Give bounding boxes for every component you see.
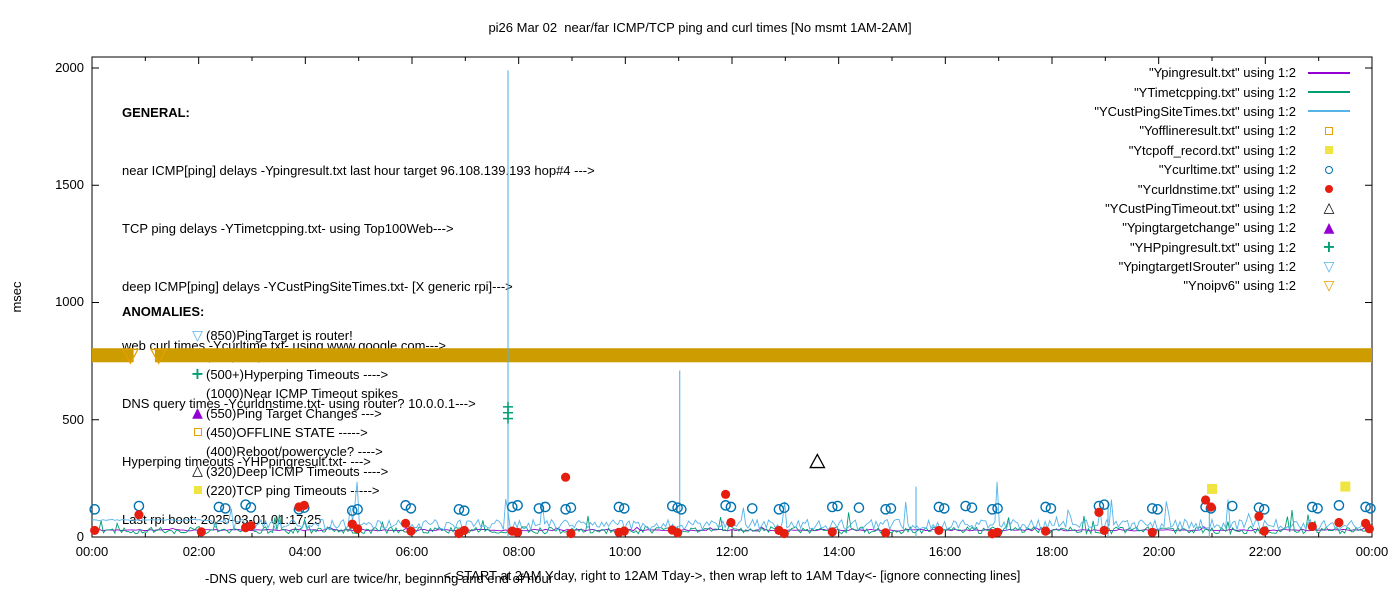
x-tick-label: 20:00 [1142,544,1176,559]
legend: "Ypingresult.txt" using 1:2 "YTimetcppin… [1094,63,1356,296]
legend-label: "YCustPingTimeout.txt" using 1:2 [1105,200,1296,216]
y-tick-label: 1000 [55,294,84,309]
legend-item: "Ypingresult.txt" using 1:2 [1094,63,1356,82]
legend-label: "YpingtargetISrouter" using 1:2 [1118,259,1296,275]
triangle-down-open-icon: ▽ [1323,258,1335,275]
annotation-line: TCP ping delays -YTimetcpping.txt- using… [122,221,454,237]
anomaly-label: (320)Deep ICMP Timeouts ----> [206,463,389,479]
circle-filled-icon [1302,185,1356,194]
triangle-up-filled-icon: ▲ [1323,219,1335,236]
anomaly-item: (1000)Near ICMP Timeout spikes [189,384,398,403]
x-tick-label: 06:00 [395,544,429,559]
square-filled-icon [1302,146,1356,155]
annotation-line: Last rpi boot: 2025-03-01 01:17:25 [122,512,322,528]
triangle-up-open-icon: △ [1323,200,1335,217]
general-heading: GENERAL: [122,104,190,120]
legend-item: "Ypingtargetchange" using 1:2 ▲ [1094,218,1356,237]
x-tick-label: 14:00 [822,544,856,559]
triangle-down-open-icon: ▽ [1323,277,1335,294]
legend-item: "YHPpingresult.txt" using 1:2 + [1094,238,1356,257]
y-tick-label: 500 [62,412,84,427]
legend-label: "Ypingtargetchange" using 1:2 [1122,220,1296,236]
anomaly-item: ▽ (850)PingTarget is router! [189,326,398,345]
y-tick-label: 1500 [55,177,84,192]
x-axis-label: <-START at 2AM Yday, right to 12AM Tday-… [443,568,1021,583]
annotation-line: deep ICMP[ping] delays -YCustPingSiteTim… [122,279,513,295]
line-sample-icon [1302,71,1356,74]
anomaly-item: (400)Reboot/powercycle? ----> [189,442,398,461]
square-filled-icon [189,486,206,495]
y-tick-label: 0 [76,529,84,544]
x-tick-label: 00:00 [75,544,109,559]
anomaly-label: (220)TCP ping Timeouts -----> [206,482,380,498]
anomaly-label: (450)OFFLINE STATE -----> [206,424,368,440]
anomaly-item: ▲ (550)Ping Target Changes ---> [189,403,398,422]
legend-label: "Yofflineresult.txt" using 1:2 [1139,123,1296,139]
y-axis-label: msec [9,281,24,313]
legend-item: "Ycurltime.txt" using 1:2 [1094,160,1356,179]
triangle-up-open-icon: △ [192,463,203,480]
y-tick-label: 2000 [55,60,84,75]
anomaly-label: (1000)Near ICMP Timeout spikes [206,386,398,402]
anomalies-heading: ANOMALIES: [122,304,205,319]
legend-item: "Yofflineresult.txt" using 1:2 [1094,121,1356,140]
plus-icon: + [190,364,205,384]
anomaly-label: (850)PingTarget is router! [206,328,353,344]
chart-title: pi26 Mar 02 near/far ICMP/TCP ping and c… [488,20,912,35]
legend-label: "YCustPingSiteTimes.txt" using 1:2 [1094,103,1296,119]
x-tick-label: 04:00 [288,544,322,559]
triangle-down-icon: ▽ [192,347,203,364]
x-tick-label: 22:00 [1248,544,1282,559]
triangle-up-filled-icon: ▲ [192,405,203,422]
legend-label: "Ypingresult.txt" using 1:2 [1148,65,1296,81]
anomaly-item: (450)OFFLINE STATE -----> [189,423,398,442]
square-open-icon [189,428,206,437]
legend-item: "Ynoipv6" using 1:2 ▽ [1094,276,1356,295]
anomaly-item: ▽ (735)no ipv6 ----> [189,345,398,364]
line-sample-icon [1302,110,1356,113]
plus-icon: + [1322,237,1336,257]
legend-label: "Ynoipv6" using 1:2 [1183,278,1296,294]
legend-label: "YHPpingresult.txt" using 1:2 [1129,239,1296,255]
legend-item: "YCustPingTimeout.txt" using 1:2 △ [1094,199,1356,218]
legend-item: "YTimetcpping.txt" using 1:2 [1094,82,1356,101]
legend-item: "Ytcpoff_record.txt" using 1:2 [1094,141,1356,160]
triangle-down-icon: ▽ [192,327,203,344]
anomaly-item: △ (320)Deep ICMP Timeouts ----> [189,461,398,480]
annotation-line: near ICMP[ping] delays -Ypingresult.txt … [122,163,595,179]
x-tick-label: 08:00 [502,544,536,559]
anomalies-list: ▽ (850)PingTarget is router! ▽ (735)no ipv… [189,326,398,500]
x-tick-label: 02:00 [182,544,216,559]
legend-item: "YCustPingSiteTimes.txt" using 1:2 [1094,102,1356,121]
anomaly-label: (550)Ping Target Changes ---> [206,405,382,421]
square-open-icon [1302,126,1356,135]
x-tick-label: 18:00 [1035,544,1069,559]
annotation-line: -DNS query, web curl are twice/hr, begin… [205,570,554,586]
anomaly-item: + (500+)Hyperping Timeouts ----> [189,365,398,384]
x-tick-label: 00:00 [1355,544,1389,559]
anomaly-label: (500+)Hyperping Timeouts ----> [206,366,389,382]
legend-label: "YTimetcpping.txt" using 1:2 [1134,84,1296,100]
legend-label: "Ytcpoff_record.txt" using 1:2 [1128,142,1296,158]
legend-label: "Ycurltime.txt" using 1:2 [1158,162,1296,178]
x-tick-label: 10:00 [608,544,642,559]
legend-item: "YpingtargetISrouter" using 1:2 ▽ [1094,257,1356,276]
legend-label: "Ycurldnstime.txt" using 1:2 [1137,181,1296,197]
x-tick-label: 16:00 [928,544,962,559]
line-sample-icon [1302,91,1356,94]
anomaly-item: (220)TCP ping Timeouts -----> [189,481,398,500]
anomaly-label: (400)Reboot/powercycle? ----> [206,444,383,460]
x-tick-label: 12:00 [715,544,749,559]
anomaly-label: (735)no ipv6 ----> [206,347,307,363]
legend-item: "Ycurldnstime.txt" using 1:2 [1094,179,1356,198]
circle-open-icon [1302,165,1356,174]
